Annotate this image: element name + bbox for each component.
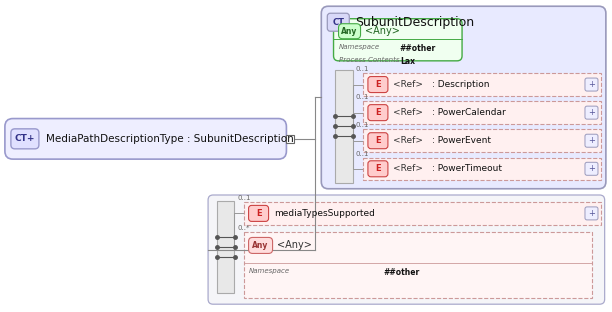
Text: +: + <box>588 164 595 173</box>
Bar <box>335 70 353 183</box>
Text: ##other: ##other <box>383 268 419 276</box>
FancyBboxPatch shape <box>321 6 606 189</box>
Text: <Ref>: <Ref> <box>393 164 423 173</box>
FancyBboxPatch shape <box>368 76 388 93</box>
Bar <box>244 232 592 298</box>
Bar <box>363 101 601 124</box>
Text: Any: Any <box>341 27 358 36</box>
Text: <Ref>: <Ref> <box>393 108 423 117</box>
FancyBboxPatch shape <box>368 105 388 121</box>
Text: Any: Any <box>252 241 269 250</box>
Bar <box>363 129 601 152</box>
Text: Process Contents: Process Contents <box>338 57 399 63</box>
Text: <Ref>: <Ref> <box>393 80 423 89</box>
FancyBboxPatch shape <box>368 161 388 177</box>
FancyBboxPatch shape <box>585 134 598 147</box>
FancyBboxPatch shape <box>368 133 388 149</box>
FancyBboxPatch shape <box>334 19 462 61</box>
Text: +: + <box>588 80 595 89</box>
Text: 0..1: 0..1 <box>356 123 369 129</box>
Bar <box>217 201 234 293</box>
Text: : PowerCalendar: : PowerCalendar <box>432 108 506 117</box>
Bar <box>286 135 294 143</box>
Text: 0..1: 0..1 <box>356 66 369 72</box>
Text: <Ref>: <Ref> <box>393 136 423 145</box>
Text: CT+: CT+ <box>15 134 35 143</box>
Text: +: + <box>588 108 595 117</box>
Text: SubunitDescription: SubunitDescription <box>356 16 474 29</box>
Text: E: E <box>375 136 381 145</box>
Bar <box>363 73 601 96</box>
Text: <Any>: <Any> <box>365 26 400 36</box>
FancyBboxPatch shape <box>585 207 598 220</box>
Text: Lax: Lax <box>400 57 415 66</box>
Text: 0..*: 0..* <box>237 226 250 232</box>
Text: : Description: : Description <box>432 80 490 89</box>
Text: 0..1: 0..1 <box>356 95 369 100</box>
FancyBboxPatch shape <box>585 162 598 175</box>
Text: : PowerTimeout: : PowerTimeout <box>432 164 502 173</box>
Text: E: E <box>375 108 381 117</box>
FancyBboxPatch shape <box>11 129 39 149</box>
FancyBboxPatch shape <box>248 205 269 222</box>
Text: : PowerEvent: : PowerEvent <box>432 136 491 145</box>
Text: MediaPathDescriptionType : SubunitDescription: MediaPathDescriptionType : SubunitDescri… <box>46 134 294 144</box>
Text: CT: CT <box>332 18 345 27</box>
Text: Namespace: Namespace <box>338 44 379 50</box>
Bar <box>363 158 601 180</box>
Text: <Any>: <Any> <box>277 241 312 251</box>
Text: Namespace: Namespace <box>248 268 289 274</box>
FancyBboxPatch shape <box>248 237 272 253</box>
Text: ##other: ##other <box>400 44 436 53</box>
Text: +: + <box>588 136 595 145</box>
Text: E: E <box>375 164 381 173</box>
Text: +: + <box>588 209 595 218</box>
Text: E: E <box>256 209 261 218</box>
FancyBboxPatch shape <box>585 78 598 91</box>
FancyBboxPatch shape <box>338 24 360 39</box>
Text: 0..1: 0..1 <box>237 195 251 201</box>
FancyBboxPatch shape <box>5 119 286 159</box>
Text: mediaTypesSupported: mediaTypesSupported <box>275 209 375 218</box>
FancyBboxPatch shape <box>585 106 598 119</box>
Text: E: E <box>375 80 381 89</box>
FancyBboxPatch shape <box>327 13 349 31</box>
FancyBboxPatch shape <box>208 195 605 304</box>
Text: 0..1: 0..1 <box>356 151 369 157</box>
Bar <box>244 202 601 225</box>
